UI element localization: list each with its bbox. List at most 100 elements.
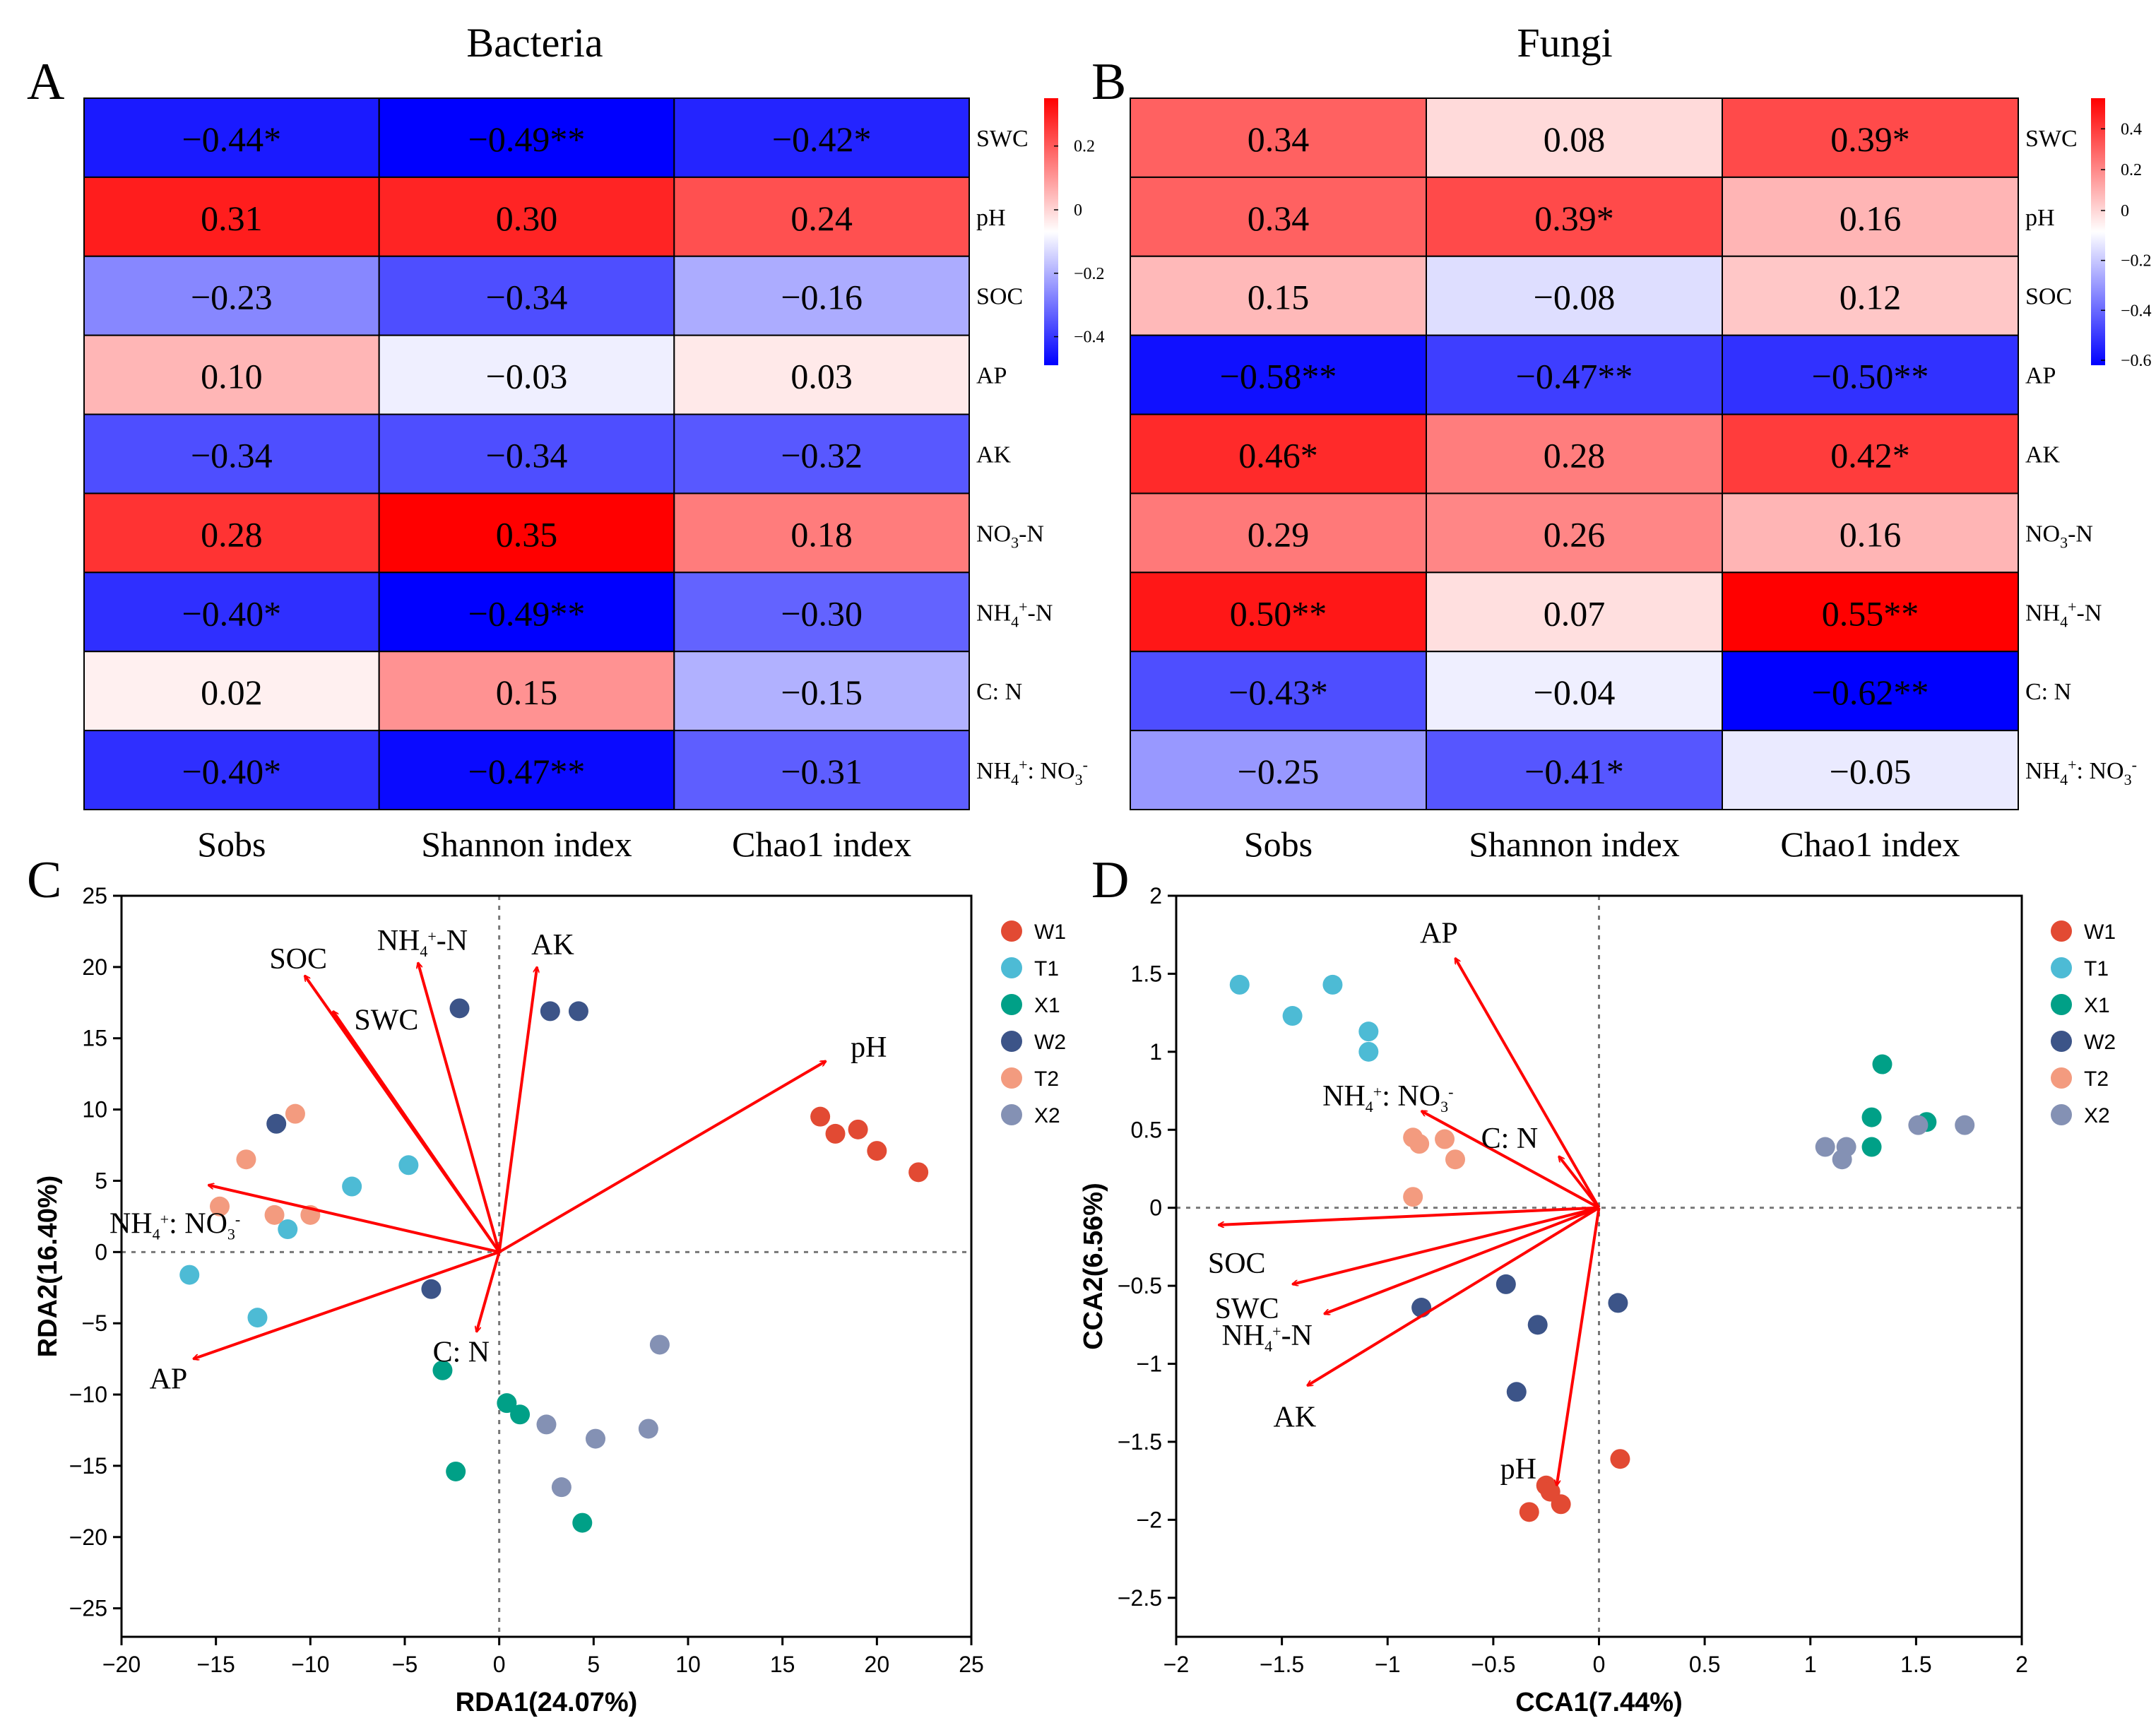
cell-value-label: −0.08: [1534, 278, 1616, 317]
cell-value-label: 0.10: [201, 357, 263, 396]
colorbar: [1044, 98, 1058, 365]
row-label-vector-soc: SOC: [1208, 1248, 1266, 1280]
cell-value-label: −0.42*: [772, 119, 872, 159]
vector-swc: [333, 1011, 501, 1253]
point-t2: [236, 1149, 256, 1170]
cell-value-label: −0.47**: [1516, 357, 1633, 396]
cell-value-label: −0.05: [1830, 752, 1912, 791]
heatmap-cell: [378, 572, 675, 653]
row-label-ak: AK: [976, 442, 1012, 468]
row-label-vector-nh4-n: NH4+-N: [377, 925, 468, 960]
cell-value-label: 0.30: [496, 199, 558, 238]
y-tick-label: 10: [82, 1097, 107, 1123]
heatmap-cell: [83, 730, 380, 810]
row-label-vector-swc: SWC: [354, 1004, 418, 1036]
panel-letter-a: A: [27, 53, 64, 111]
point-t1: [1358, 1041, 1379, 1062]
row-label-vector-c-n: C: N: [1481, 1123, 1539, 1155]
heatmap-cell: [1130, 413, 1427, 495]
heatmap-cell: [1426, 255, 1723, 336]
vector-nh4-n: [1324, 1206, 1600, 1314]
vector-c-n: [477, 1251, 501, 1332]
row-label-vector-nh4-no3: NH4+: NO3-: [109, 1208, 240, 1243]
y-tick-label: −15: [69, 1453, 107, 1479]
heatmap-cell: [83, 492, 380, 574]
cell-value-label: −0.32: [781, 436, 863, 475]
cell-value-label: 0.28: [1544, 436, 1606, 475]
heatmap-cell: [1722, 572, 2019, 653]
point-w2: [421, 1279, 442, 1299]
colorbar-tick-label: 0.2: [1074, 138, 1095, 156]
point-t1: [247, 1308, 268, 1328]
legend-marker-w2: [2051, 1031, 2072, 1052]
row-label-swc: SWC: [2025, 126, 2078, 152]
vector-ap: [1454, 958, 1601, 1209]
point-t2: [1403, 1187, 1423, 1207]
cell-value-label: 0.26: [1544, 514, 1606, 554]
legend-marker-t2: [1001, 1067, 1022, 1089]
y-tick-label: −2: [1137, 1507, 1162, 1532]
cell-value-label: 0.16: [1840, 514, 1902, 554]
y-tick-label: −5: [82, 1310, 107, 1336]
cell-value-label: 0.08: [1544, 119, 1606, 159]
legend-label-w1: W1: [1034, 920, 1066, 944]
y-tick-label: −10: [69, 1382, 107, 1407]
heatmap-cell: [1722, 730, 2019, 810]
legend-marker-t1: [1001, 957, 1022, 978]
point-w2: [1506, 1382, 1527, 1402]
cell-value-label: 0.29: [1248, 514, 1310, 554]
legend-marker-t1: [2051, 957, 2072, 978]
colorbar: [2091, 98, 2105, 365]
heatmap-cell: [83, 651, 380, 732]
point-x2: [551, 1477, 571, 1498]
heatmap-cell: [673, 492, 970, 574]
point-w2: [266, 1113, 287, 1134]
y-tick-label: −20: [69, 1524, 107, 1550]
x-tick-label: −20: [102, 1652, 141, 1677]
column-label-chao1-index: Chao1 index: [732, 824, 911, 864]
vector-ph: [1557, 1207, 1601, 1486]
row-label-c-n: C: N: [976, 679, 1022, 705]
heatmap-a-title: Bacteria: [466, 20, 603, 66]
vector-ap: [194, 1250, 500, 1358]
cell-value-label: −0.43*: [1228, 673, 1328, 712]
point-t1: [1358, 1022, 1379, 1042]
row-label-ph: pH: [976, 205, 1006, 231]
y-tick-label: −1.5: [1118, 1429, 1162, 1455]
cell-value-label: 0.24: [790, 199, 853, 238]
cell-value-label: 0.34: [1248, 199, 1310, 238]
point-w1: [908, 1162, 929, 1183]
row-label-soc: SOC: [976, 284, 1023, 310]
cell-value-label: −0.49**: [468, 119, 586, 159]
x-tick-label: 0: [1593, 1652, 1606, 1677]
row-label-vector-ap: AP: [1420, 917, 1458, 949]
heatmap-cell: [1130, 97, 1427, 178]
cell-value-label: 0.46*: [1238, 436, 1318, 475]
vector-ph: [498, 1060, 826, 1254]
x-axis-label: RDA1(24.07%): [456, 1688, 638, 1717]
column-label-sobs: Sobs: [1244, 824, 1313, 864]
point-x1: [446, 1461, 466, 1481]
heatmap-cell: [1130, 651, 1427, 732]
point-x1: [510, 1404, 531, 1425]
point-w1: [1519, 1502, 1539, 1522]
colorbar-tick-label: 0: [2121, 202, 2129, 220]
x-tick-label: −1: [1375, 1652, 1400, 1677]
column-label-sobs: Sobs: [197, 824, 266, 864]
colorbar-tick-label: 0.4: [2121, 120, 2142, 138]
heatmap-cell: [1722, 176, 2019, 257]
vector-c-n: [1559, 1156, 1601, 1209]
point-t2: [1445, 1149, 1466, 1170]
point-t1: [342, 1176, 362, 1197]
row-label-vector-c-n: C: N: [433, 1336, 490, 1368]
x-tick-label: −10: [291, 1652, 329, 1677]
heatmap-cell: [83, 97, 380, 178]
cell-value-label: 0.02: [201, 673, 263, 712]
legend-label-x1: X1: [2084, 994, 2110, 1017]
y-tick-label: −25: [69, 1596, 107, 1621]
cell-value-label: −0.25: [1238, 752, 1320, 791]
plot-frame: [120, 894, 973, 1638]
legend-label-x2: X2: [2084, 1104, 2110, 1127]
legend-marker-x2: [1001, 1104, 1022, 1125]
